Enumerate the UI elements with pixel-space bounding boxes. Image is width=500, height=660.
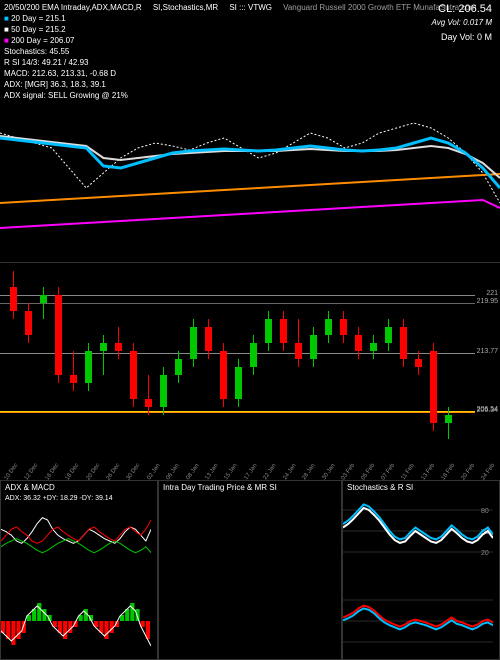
- svg-text:20: 20: [481, 550, 489, 557]
- header-indicators: 20/50/200 EMA Intraday,ADX,MACD,R: [4, 3, 142, 12]
- ema-chart: [0, 78, 500, 263]
- svg-text:80: 80: [481, 508, 489, 515]
- bottom-panels: ADX & MACD ADX: 36.32 +DY: 18.29 -DY: 39…: [0, 480, 500, 660]
- ema50-label: 50 Day = 215.2: [11, 25, 65, 34]
- adx-macd-subtitle: ADX: 36.32 +DY: 18.29 -DY: 39.14: [5, 495, 113, 502]
- intraday-title: Intra Day Trading Price & MR SI: [163, 483, 277, 492]
- day-vol: Day Vol: 0 M: [432, 30, 492, 44]
- candlestick-chart: 221219.95213.77206.54206.34: [0, 263, 500, 463]
- adx-macd-panel: ADX & MACD ADX: 36.32 +DY: 18.29 -DY: 39…: [0, 480, 158, 660]
- ema200-label: 200 Day = 206.07: [11, 36, 74, 45]
- date-axis: 10 Dec12 Dec16 Dec18 Dec20 Dec26 Dec30 D…: [0, 463, 500, 480]
- header-ind2: SI,Stochastics,MR: [153, 3, 218, 12]
- avg-vol: Avg Vol: 0.017 M: [432, 16, 492, 30]
- intraday-panel: Intra Day Trading Price & MR SI: [158, 480, 342, 660]
- rsi-label: R SI 14/3: 49.21 / 42.93: [4, 57, 496, 68]
- stochastics-panel: Stochastics & R SI 205080: [342, 480, 500, 660]
- header-symbol: SI ::: VTWG: [229, 3, 272, 12]
- stoch-title: Stochastics & R SI: [347, 483, 413, 492]
- close-value: CL: 206.54: [432, 2, 492, 16]
- header: 20/50/200 EMA Intraday,ADX,MACD,R SI,Sto…: [0, 0, 500, 78]
- stoch-label: Stochastics: 45.55: [4, 46, 496, 57]
- ema20-label: 20 Day = 215.1: [11, 14, 65, 23]
- adx-macd-title: ADX & MACD: [5, 483, 55, 492]
